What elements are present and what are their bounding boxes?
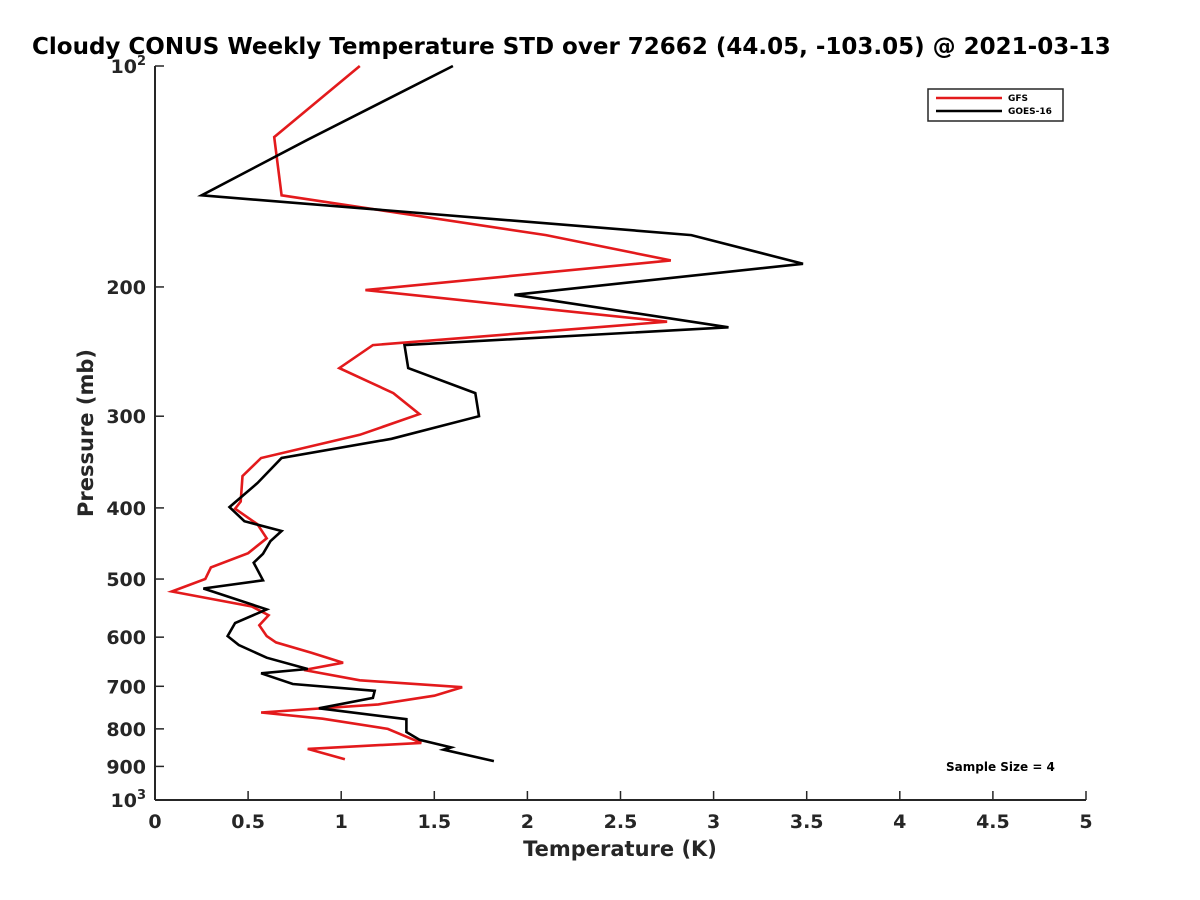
x-axis-label: Temperature (K)	[523, 837, 717, 861]
y-tick-label: 600	[106, 627, 146, 649]
y-tick-label: 500	[106, 569, 146, 591]
x-tick-label: 5	[1079, 811, 1092, 833]
y-tick-label: 900	[106, 756, 146, 778]
sample-size-annotation: Sample Size = 4	[946, 760, 1055, 774]
legend: GFS GOES-16	[927, 88, 1064, 122]
y-axis-label: Pressure (mb)	[74, 349, 98, 517]
series-layer	[166, 64, 804, 763]
y-tick-label: 103	[111, 788, 147, 812]
chart-title: Cloudy CONUS Weekly Temperature STD over…	[32, 34, 1111, 60]
legend-label-gfs: GFS	[1008, 94, 1028, 104]
x-ticks: 0 0.5 1 1.5 2 2.5 3 3.5 4 4.5 5	[148, 791, 1093, 833]
y-tick-label: 200	[106, 277, 146, 299]
y-tick-label: 700	[106, 676, 146, 698]
x-tick-label: 2.5	[604, 811, 638, 833]
series-line-goes16	[197, 64, 804, 763]
y-tick-label: 800	[106, 719, 146, 741]
series-line-gfs	[166, 64, 672, 761]
x-tick-label: 0	[148, 811, 161, 833]
x-tick-label: 2	[521, 811, 534, 833]
x-tick-label: 4	[893, 811, 906, 833]
legend-label-goes16: GOES-16	[1008, 107, 1052, 117]
y-tick-label: 400	[106, 498, 146, 520]
y-ticks: 102 200 300 400 500 600 700 800 900 103	[106, 54, 164, 812]
x-tick-label: 4.5	[976, 811, 1010, 833]
x-tick-label: 1	[335, 811, 348, 833]
y-tick-label: 300	[106, 406, 146, 428]
x-tick-label: 3	[707, 811, 720, 833]
y-tick-label: 102	[111, 54, 147, 78]
x-tick-label: 1.5	[417, 811, 451, 833]
legend-box	[927, 88, 1064, 122]
x-tick-label: 0.5	[231, 811, 265, 833]
x-tick-label: 3.5	[790, 811, 824, 833]
